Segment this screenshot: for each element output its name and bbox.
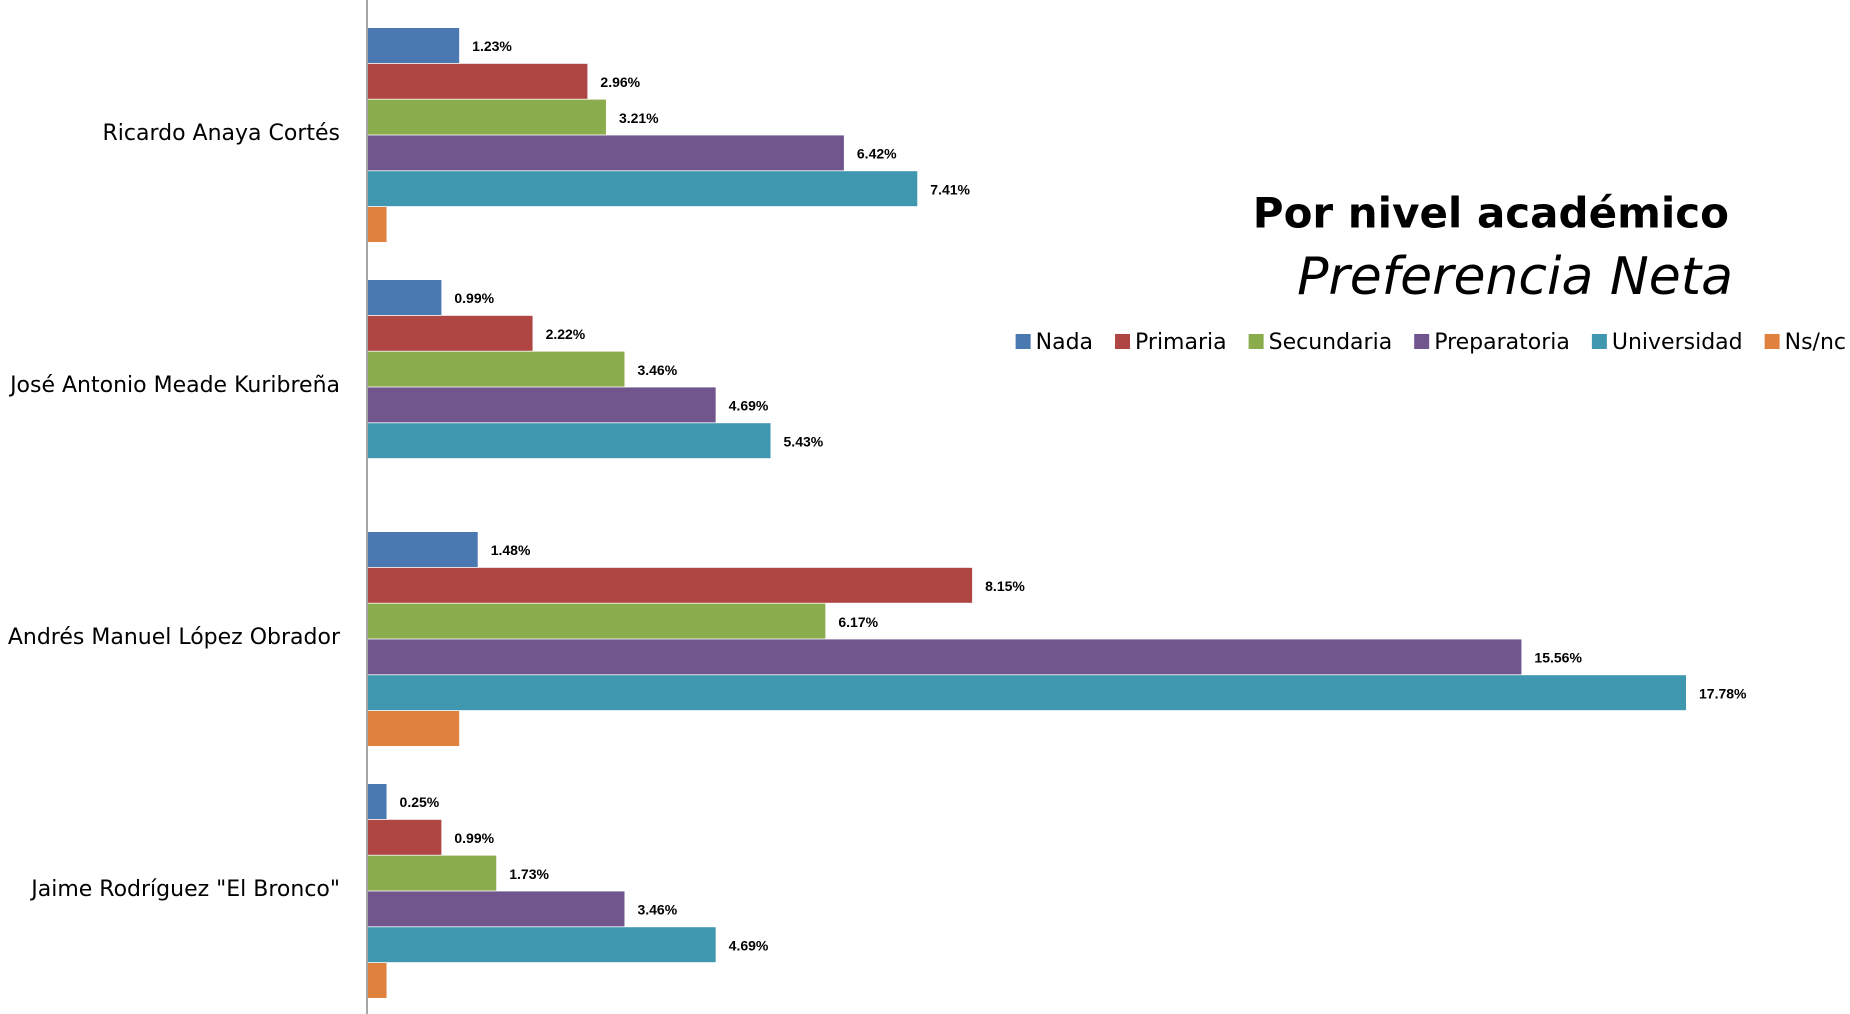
bar <box>368 532 478 567</box>
value-label: 1.73% <box>509 866 549 882</box>
bar <box>368 387 716 423</box>
bar <box>368 99 606 135</box>
bar <box>368 639 1522 675</box>
bar <box>368 784 387 819</box>
chart-subtitle: Preferencia Neta <box>1297 247 1733 307</box>
bar <box>368 711 460 746</box>
legend-label: Universidad <box>1612 330 1743 355</box>
value-label: 6.42% <box>857 146 897 162</box>
bar <box>368 603 826 639</box>
value-label: 8.15% <box>985 578 1025 594</box>
bar <box>368 63 588 99</box>
legend-swatch <box>1764 334 1780 349</box>
bar <box>368 28 460 63</box>
legend-swatch <box>1115 334 1131 349</box>
value-label: 3.46% <box>637 362 677 378</box>
legend-label: Preparatoria <box>1434 330 1570 355</box>
value-label: 1.23% <box>472 38 512 54</box>
bar <box>368 207 387 242</box>
bar <box>368 927 716 963</box>
bar <box>368 675 1686 711</box>
value-label: 3.21% <box>619 110 659 126</box>
value-label: 2.96% <box>600 74 640 90</box>
value-label: 4.69% <box>729 937 769 953</box>
value-label: 3.46% <box>637 902 677 918</box>
bar <box>368 423 771 459</box>
category-label: Jaime Rodríguez "El Bronco" <box>29 877 340 902</box>
legend-label: Secundaria <box>1269 330 1393 355</box>
category-label: José Antonio Meade Kuribreña <box>8 373 340 398</box>
legend-swatch <box>1591 334 1607 349</box>
value-label: 0.99% <box>454 830 494 846</box>
bar <box>368 855 497 891</box>
legend-label: Nada <box>1036 330 1093 355</box>
legend-label: Primaria <box>1135 330 1227 355</box>
bar <box>368 171 918 207</box>
category-label: Andrés Manuel López Obrador <box>8 625 341 650</box>
value-label: 5.43% <box>784 433 824 449</box>
bar <box>368 567 973 603</box>
legend-swatch <box>1248 334 1264 349</box>
value-label: 0.25% <box>400 794 440 810</box>
bar <box>368 819 442 855</box>
category-label: Ricardo Anaya Cortés <box>102 121 340 146</box>
legend-swatch <box>1414 334 1430 349</box>
value-label: 7.41% <box>930 181 970 197</box>
value-label: 17.78% <box>1699 685 1747 701</box>
value-label: 0.99% <box>454 290 494 306</box>
chart-title: Por nivel académico <box>1253 189 1729 238</box>
bar <box>368 351 625 387</box>
value-label: 15.56% <box>1534 650 1582 666</box>
legend-label: Ns/nc <box>1785 330 1846 355</box>
bar <box>368 891 625 927</box>
bar <box>368 280 442 315</box>
legend-swatch <box>1015 334 1031 349</box>
value-label: 6.17% <box>838 614 878 630</box>
value-label: 2.22% <box>546 326 586 342</box>
bar <box>368 135 844 171</box>
bar <box>368 963 387 998</box>
value-label: 4.69% <box>729 398 769 414</box>
bar <box>368 315 533 351</box>
value-label: 1.48% <box>491 542 531 558</box>
